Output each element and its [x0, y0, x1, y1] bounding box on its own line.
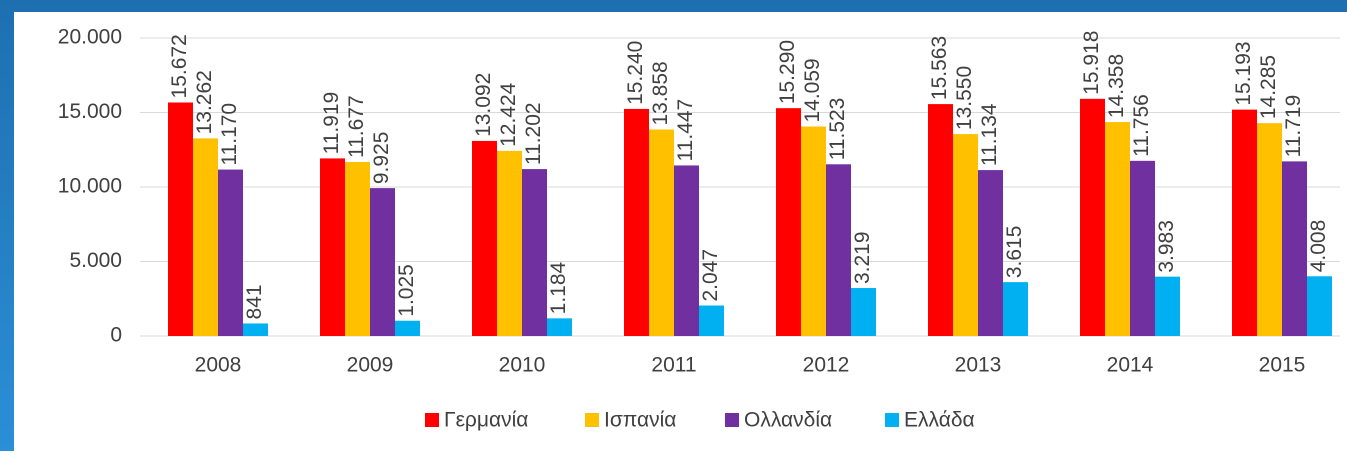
- bar: [801, 126, 826, 336]
- value-label: 11.447: [674, 99, 697, 162]
- value-label: 11.202: [522, 102, 545, 165]
- legend-label: Ολλανδία: [744, 409, 832, 432]
- x-tick-label: 2011: [651, 354, 696, 377]
- bar: [624, 108, 649, 336]
- value-label: 1.184: [547, 261, 570, 314]
- x-tick-label: 2013: [955, 354, 1002, 377]
- value-label: 11.523: [826, 98, 849, 161]
- x-tick-label: 2014: [1107, 354, 1154, 377]
- bar: [826, 164, 851, 336]
- legend-swatch: [725, 413, 739, 427]
- y-tick-label: 20.000: [58, 26, 122, 49]
- bar: [522, 169, 547, 336]
- bar: [978, 170, 1003, 336]
- value-label: 13.858: [649, 61, 672, 125]
- bar: [776, 108, 801, 336]
- bar: [851, 288, 876, 336]
- value-label: 11.719: [1282, 95, 1305, 158]
- value-label: 13.092: [472, 73, 495, 137]
- bar: [243, 323, 268, 336]
- legend-swatch: [425, 413, 439, 427]
- legend-label: Γερμανία: [444, 409, 528, 432]
- value-label: 4.008: [1307, 220, 1330, 273]
- value-label: 15.672: [168, 34, 191, 98]
- value-label: 15.193: [1232, 41, 1255, 105]
- value-label: 3.219: [851, 231, 874, 284]
- x-tick-label: 2008: [195, 354, 242, 377]
- x-tick-label: 2009: [347, 354, 394, 377]
- value-label: 11.756: [1130, 94, 1153, 157]
- x-tick-label: 2015: [1259, 354, 1306, 377]
- legend-swatch: [585, 413, 599, 427]
- bar: [1003, 282, 1028, 336]
- value-label: 15.563: [928, 36, 951, 100]
- value-label: 3.615: [1003, 226, 1026, 279]
- bar: [320, 158, 345, 336]
- bar: [1257, 123, 1282, 336]
- bar: [1307, 276, 1332, 336]
- bar: [370, 188, 395, 336]
- x-tick-label: 2012: [803, 354, 850, 377]
- bar: [1232, 109, 1257, 336]
- bar: [547, 318, 572, 336]
- legend-label: Ελλάδα: [904, 409, 975, 432]
- value-label: 3.983: [1155, 220, 1178, 273]
- bar: [928, 104, 953, 336]
- value-label: 14.358: [1105, 54, 1128, 118]
- bar: [674, 165, 699, 336]
- bar: [649, 129, 674, 336]
- value-label: 1.025: [395, 264, 418, 317]
- value-label: 11.677: [345, 95, 368, 158]
- bar: [193, 138, 218, 336]
- value-label: 9.925: [370, 132, 393, 185]
- value-label: 12.424: [497, 82, 520, 147]
- value-label: 15.918: [1080, 31, 1103, 95]
- bar: [1130, 160, 1155, 336]
- bar: [1282, 161, 1307, 336]
- legend-swatch: [885, 413, 899, 427]
- bar: [497, 150, 522, 336]
- value-label: 13.262: [193, 70, 216, 134]
- bar: [1155, 276, 1180, 336]
- value-label: 11.170: [218, 103, 241, 166]
- y-tick-label: 10.000: [58, 175, 122, 198]
- value-label: 13.550: [953, 66, 976, 130]
- value-label: 14.285: [1257, 55, 1280, 119]
- bar: [699, 305, 724, 336]
- value-label: 841: [243, 284, 266, 319]
- x-tick-label: 2010: [499, 354, 546, 377]
- legend-label: Ισπανία: [604, 409, 676, 432]
- bar: [395, 320, 420, 336]
- value-label: 15.290: [776, 40, 799, 104]
- y-tick-label: 0: [110, 324, 122, 347]
- value-label: 11.134: [978, 103, 1001, 166]
- y-tick-label: 15.000: [58, 100, 122, 123]
- y-tick-label: 5.000: [69, 249, 122, 272]
- value-label: 2.047: [699, 249, 722, 302]
- value-label: 11.919: [320, 92, 343, 155]
- value-label: 15.240: [624, 41, 647, 105]
- bar: [168, 102, 193, 336]
- bar: [1080, 98, 1105, 336]
- bar: [345, 162, 370, 336]
- value-label: 14.059: [801, 58, 824, 122]
- bar: [218, 169, 243, 336]
- bar: [1105, 122, 1130, 337]
- bar: [953, 134, 978, 336]
- bar: [472, 140, 497, 336]
